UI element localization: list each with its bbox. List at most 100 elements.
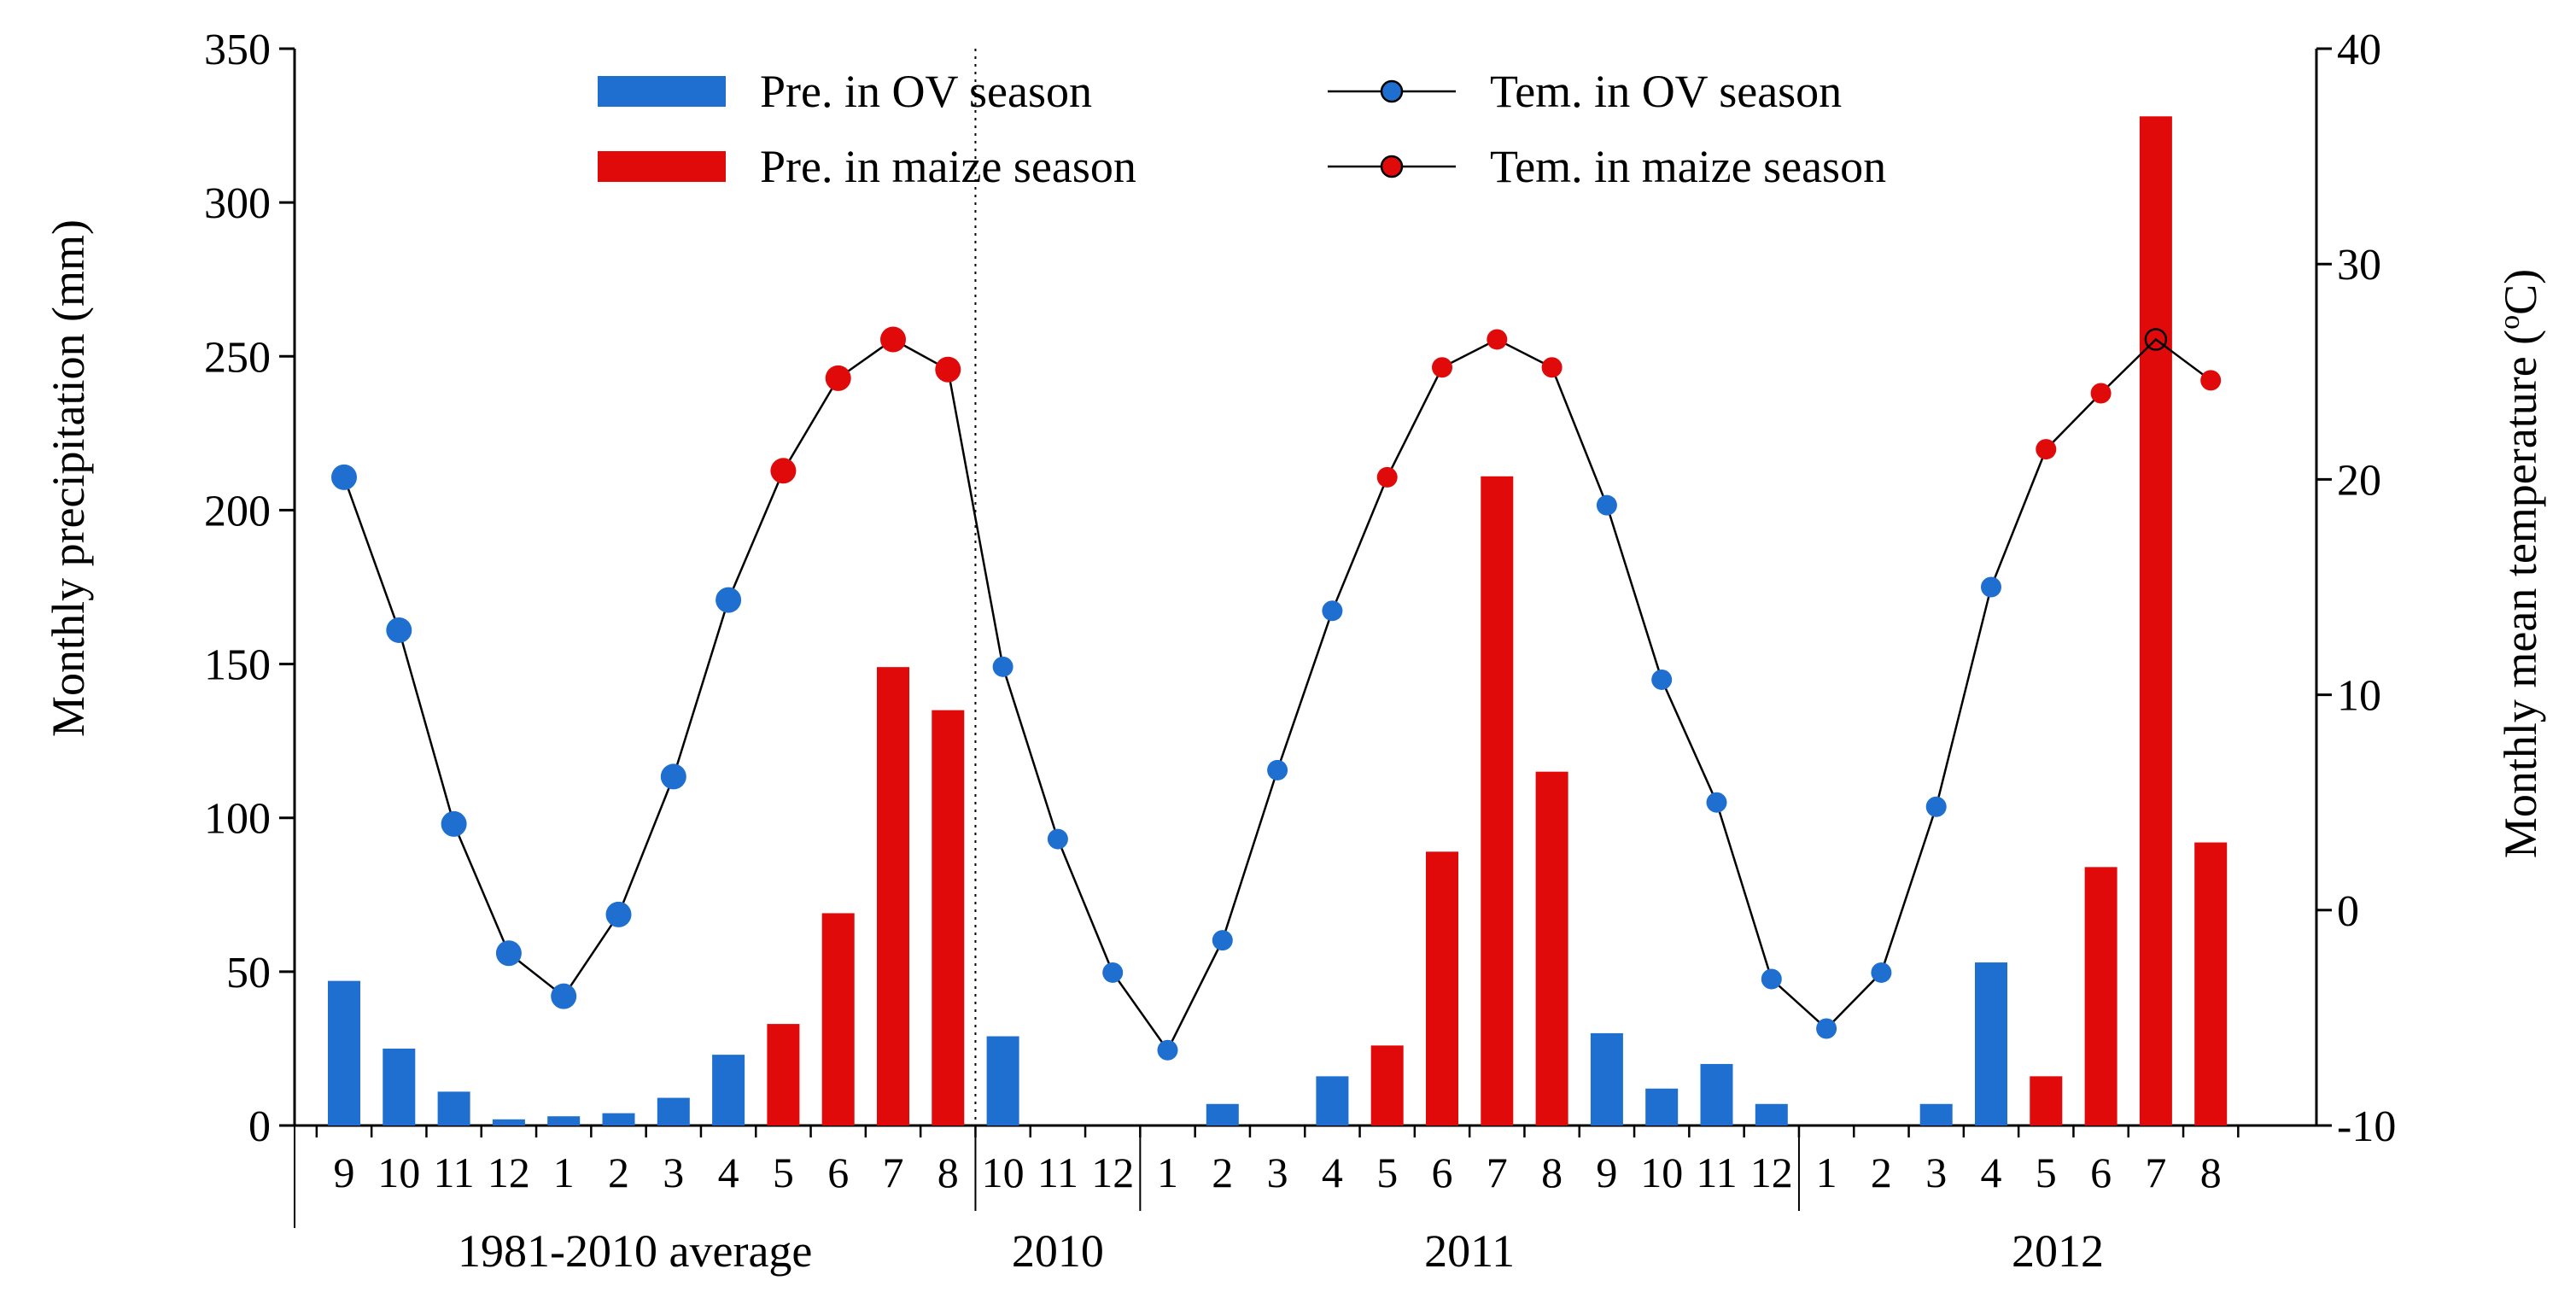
x-tick-label: 2 — [608, 1149, 629, 1196]
x-tick-label: 10 — [377, 1149, 420, 1196]
x-tick-label: 7 — [883, 1149, 904, 1196]
y-right-tick-label: 10 — [2337, 672, 2381, 721]
x-tick-label: 1 — [1816, 1149, 1837, 1196]
precipitation-bar — [1370, 1045, 1404, 1126]
x-tick-label: 2 — [1871, 1149, 1892, 1196]
legend: Pre. in OV season Pre. in maize season Tem… — [598, 66, 1886, 192]
x-tick-label: 8 — [1541, 1149, 1563, 1196]
precipitation-bar — [437, 1091, 470, 1126]
temperature-point — [770, 458, 797, 484]
x-tick-label: 4 — [718, 1149, 739, 1196]
temperature-point — [495, 940, 522, 967]
temperature-point — [1871, 962, 1892, 983]
y-left-tick-label: 200 — [204, 487, 271, 535]
x-tick-label: 5 — [2036, 1149, 2057, 1196]
precipitation-bar — [328, 980, 360, 1126]
x-tick-label: 6 — [2090, 1149, 2112, 1196]
legend-label: Tem. in OV season — [1490, 66, 1842, 117]
legend-marker — [1380, 155, 1404, 178]
precipitation-bar — [1755, 1103, 1788, 1126]
temperature-point — [880, 326, 906, 353]
y-right-tick-label: -10 — [2337, 1102, 2396, 1151]
temperature-line-layer — [342, 337, 2211, 1053]
x-tick-label: 9 — [334, 1149, 355, 1196]
x-tick-label: 3 — [663, 1149, 684, 1196]
x-tick-label: 1 — [553, 1149, 575, 1196]
y-axis-right-label-suffix: C) — [2495, 269, 2546, 315]
group-label: 2012 — [2012, 1225, 2104, 1277]
x-tick-label: 12 — [488, 1149, 530, 1196]
temperature-point — [1925, 796, 1947, 817]
x-tick-label: 4 — [1322, 1149, 1343, 1196]
temperature-point — [1706, 792, 1727, 813]
y-right-tick-label: 40 — [2337, 26, 2381, 74]
precipitation-bar — [932, 710, 965, 1126]
x-tick-label: 12 — [1750, 1149, 1793, 1196]
precipitation-bar — [547, 1116, 581, 1126]
x-tick-label: 9 — [1596, 1149, 1617, 1196]
precipitation-bar — [2084, 867, 2117, 1126]
legend-label: Pre. in OV season — [760, 66, 1092, 117]
precipitation-bar — [1206, 1103, 1239, 1126]
precipitation-bar — [877, 667, 909, 1126]
temperature-point — [2144, 328, 2168, 351]
y-right-tick-label: 30 — [2337, 241, 2381, 289]
x-tick-label: 10 — [982, 1149, 1025, 1196]
temperature-point — [1376, 466, 1398, 488]
temperature-point — [605, 901, 632, 927]
precipitation-bar — [1700, 1063, 1733, 1126]
temperature-point — [386, 617, 412, 643]
precipitation-bar — [2139, 116, 2172, 1126]
temperature-point — [1541, 357, 1563, 378]
precipitation-bar — [602, 1113, 635, 1126]
y-right-tick-label: 20 — [2337, 456, 2381, 505]
x-tick-label: 1 — [1157, 1149, 1178, 1196]
x-tick-label: 2 — [1212, 1149, 1233, 1196]
precipitation-bar — [1316, 1076, 1349, 1126]
legend-swatch — [598, 76, 726, 107]
legend-label: Pre. in maize season — [760, 141, 1136, 192]
precipitation-bar — [1481, 476, 1514, 1126]
group-label: 1981-2010 average — [458, 1225, 812, 1277]
y-left-tick-label: 150 — [204, 641, 271, 690]
precipitation-bar — [1590, 1032, 1623, 1126]
x-tick-label: 7 — [1487, 1149, 1508, 1196]
precipitation-bar — [1535, 771, 1568, 1126]
x-tick-label: 8 — [2200, 1149, 2222, 1196]
x-tick-label: 10 — [1640, 1149, 1683, 1196]
temperature-markers-layer — [331, 326, 2222, 1061]
temperature-point — [1981, 576, 2001, 598]
precipitation-bar — [1975, 962, 2007, 1126]
y-left-tick-label: 300 — [204, 179, 271, 228]
precipitation-bar — [1426, 851, 1458, 1126]
bars-layer — [328, 116, 2228, 1126]
precipitation-bar — [492, 1119, 525, 1126]
temperature-point — [992, 656, 1013, 677]
temperature-point — [716, 587, 742, 613]
temperature-point — [2200, 370, 2222, 391]
legend-swatch — [598, 151, 726, 182]
precipitation-bar — [1919, 1103, 1953, 1126]
temperature-point — [1322, 600, 1343, 622]
axis-labels: Monthly precipitation (mm) Monthly mean … — [43, 219, 2546, 858]
temperature-point — [551, 983, 577, 1009]
x-tick-label: 11 — [1696, 1149, 1737, 1196]
precipitation-bar — [712, 1055, 745, 1126]
x-tick-label: 6 — [1432, 1149, 1453, 1196]
y-right-tick-label: 0 — [2337, 887, 2359, 936]
y-left-tick-label: 250 — [204, 333, 271, 382]
temperature-point — [1102, 962, 1124, 983]
x-tick-label: 3 — [1267, 1149, 1288, 1196]
x-tick-label: 4 — [1981, 1149, 2002, 1196]
temperature-point — [1047, 828, 1068, 850]
precipitation-bar — [657, 1097, 690, 1126]
x-tick-label: 5 — [773, 1149, 794, 1196]
temperature-point — [2036, 439, 2057, 460]
temperature-point — [1761, 968, 1782, 990]
precipitation-bar — [767, 1024, 800, 1126]
group-label: 2011 — [1424, 1225, 1515, 1277]
legend-marker — [1380, 79, 1404, 103]
temperature-point — [331, 464, 357, 490]
